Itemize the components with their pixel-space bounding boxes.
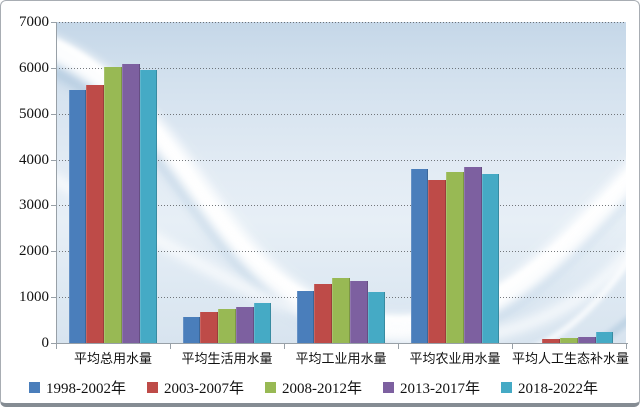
y-tick-label-3000: 3000 xyxy=(19,197,49,214)
x-category-label-4: 平均农业用水量 xyxy=(409,351,501,366)
bar-group-3 xyxy=(284,22,398,343)
bar-1998-2002年 xyxy=(182,316,201,343)
gridline-3000 xyxy=(56,205,626,207)
gridline-7000 xyxy=(56,22,626,23)
y-axis-line xyxy=(56,22,57,343)
legend-swatch-icon xyxy=(147,381,158,393)
x-category-label-1: 平均总用水量 xyxy=(73,351,152,366)
x-tick-mark xyxy=(56,344,57,349)
y-tick-label-2000: 2000 xyxy=(19,243,49,260)
bar-group-5 xyxy=(512,22,626,343)
y-tick-mark xyxy=(51,297,56,299)
bar-group-4 xyxy=(398,22,512,343)
y-tick-mark xyxy=(51,159,56,161)
legend-swatch-icon xyxy=(265,381,276,393)
x-tick-mark xyxy=(284,344,285,349)
bar-2003-2007年 xyxy=(428,180,447,343)
y-tick-mark xyxy=(51,343,56,344)
y-tick-label-5000: 5000 xyxy=(19,105,49,122)
bar-2018-2022年 xyxy=(253,303,272,343)
legend-swatch-icon xyxy=(29,381,40,393)
legend-label: 2018-2022年 xyxy=(518,380,598,397)
bar-group-1 xyxy=(56,22,170,343)
bar-1998-2002年 xyxy=(68,89,87,343)
legend-item-2013-2017年: 2013-2017年 xyxy=(383,378,480,397)
x-tick-mark xyxy=(626,344,627,349)
gridline-4000 xyxy=(56,159,626,161)
bar-2003-2007年 xyxy=(86,85,105,343)
bar-2018-2022年 xyxy=(367,291,386,343)
bar-2003-2007年 xyxy=(542,339,561,343)
legend-item-1998-2002年: 1998-2002年 xyxy=(29,378,126,397)
y-tick-mark xyxy=(51,251,56,253)
legend-label: 2003-2007年 xyxy=(164,380,244,397)
bar-2013-2017年 xyxy=(349,281,368,343)
x-category-label-5: 平均人工生态补水量 xyxy=(512,351,630,366)
bar-2018-2022年 xyxy=(595,331,614,343)
y-tick-label-4000: 4000 xyxy=(19,151,49,168)
bar-2018-2022年 xyxy=(139,70,158,343)
bar-2003-2007年 xyxy=(200,312,219,343)
x-tick-mark xyxy=(398,344,399,349)
bar-2008-2012年 xyxy=(560,338,578,343)
gridline-6000 xyxy=(56,67,626,69)
legend-swatch-icon xyxy=(501,381,512,393)
legend-item-2008-2012年: 2008-2012年 xyxy=(265,378,362,397)
x-category-label-3: 平均工业用水量 xyxy=(295,351,387,366)
bar-2013-2017年 xyxy=(235,306,254,343)
y-tick-label-6000: 6000 xyxy=(19,59,49,76)
bar-1998-2002年 xyxy=(410,169,429,343)
legend-swatch-icon xyxy=(383,381,394,393)
legend-label: 2013-2017年 xyxy=(400,380,480,397)
y-tick-label-1000: 1000 xyxy=(19,289,49,306)
legend: 1998-2002年 2003-2007年 2008-2012年 2013-2017年… xyxy=(1,378,639,398)
gridline-5000 xyxy=(56,113,626,115)
bar-2008-2012年 xyxy=(332,277,350,343)
gridline-2000 xyxy=(56,251,626,253)
legend-label: 1998-2002年 xyxy=(46,380,126,397)
x-category-label-2: 平均生活用水量 xyxy=(181,351,273,366)
y-tick-label-0: 0 xyxy=(41,335,50,351)
bar-1998-2002年 xyxy=(296,290,315,343)
legend-label: 2008-2012年 xyxy=(282,380,362,397)
bar-2018-2022年 xyxy=(481,174,500,343)
x-axis-line xyxy=(52,343,628,344)
bar-2013-2017年 xyxy=(121,63,140,343)
bar-2008-2012年 xyxy=(218,308,236,343)
x-tick-mark xyxy=(170,344,171,349)
y-tick-label-7000: 7000 xyxy=(19,14,49,30)
legend-item-2003-2007年: 2003-2007年 xyxy=(147,378,244,397)
bar-2008-2012年 xyxy=(104,66,122,343)
bar-layer xyxy=(56,22,626,343)
legend-item-2018-2022年: 2018-2022年 xyxy=(501,378,598,397)
bar-2008-2012年 xyxy=(446,171,464,343)
bar-group-2 xyxy=(170,22,284,343)
x-tick-mark xyxy=(512,344,513,349)
y-tick-mark xyxy=(51,22,56,23)
y-tick-mark xyxy=(51,113,56,115)
bar-2003-2007年 xyxy=(314,283,333,343)
y-tick-mark xyxy=(51,67,56,69)
bar-2013-2017年 xyxy=(463,166,482,343)
y-tick-mark xyxy=(51,205,56,207)
bar-2013-2017年 xyxy=(577,337,596,343)
